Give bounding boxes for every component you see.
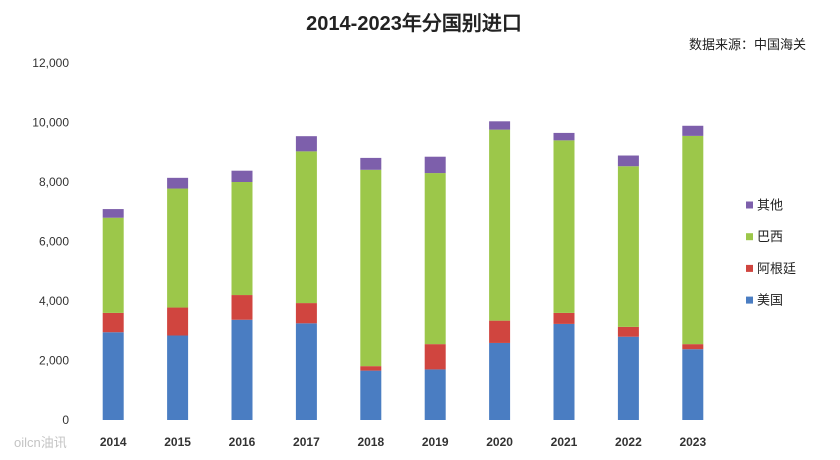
bar-segment [295,323,317,420]
bar-segment [360,169,382,367]
legend-item: 美国 [746,293,783,308]
bar-segment [360,370,382,420]
y-tick-label: 10,000 [32,116,69,130]
y-tick-label: 0 [62,413,69,427]
x-tick-label: 2019 [422,435,449,449]
watermark: oilcn油讯 [14,435,67,450]
bar-segment [682,344,704,350]
bar-stack [489,121,511,420]
bar-segment [167,335,189,420]
x-tick-label: 2017 [293,435,320,449]
bar-segment [489,121,511,130]
bar-stack [102,209,124,420]
bar-stack [231,170,253,420]
legend-item: 其他 [746,198,783,213]
bar-stack [617,155,639,420]
bar-segment [360,157,382,170]
y-tick-label: 2,000 [39,354,69,368]
y-tick-label: 6,000 [39,235,69,249]
bar-segment [489,129,511,321]
bar-segment [682,125,704,136]
bar-segment [489,342,511,420]
bar-segment [167,188,189,308]
bar-stack [553,132,575,420]
legend-swatch [746,201,753,209]
bar-segment [295,151,317,304]
bar-segment [360,366,382,371]
x-tick-label: 2021 [551,435,578,449]
bar-segment [424,173,446,345]
legend-label: 阿根廷 [757,261,796,276]
x-tick-label: 2022 [615,435,642,449]
y-tick-label: 8,000 [39,175,69,189]
legend-label: 其他 [757,198,783,213]
y-axis: 0 2,000 4,000 6,000 8,000 10,000 12,000 [32,56,69,427]
legend-swatch [746,296,753,304]
bar-stack [360,157,382,420]
bar-segment [295,303,317,324]
bar-segment [617,166,639,327]
bar-segment [617,336,639,420]
bar-segment [553,323,575,420]
legend-swatch [746,233,753,241]
legend-label: 美国 [757,293,783,308]
bar-stack [167,177,189,420]
bar-segment [424,156,446,174]
legend-label: 巴西 [757,229,783,244]
bar-segment [489,320,511,343]
x-tick-label: 2016 [229,435,256,449]
y-tick-label: 4,000 [39,294,69,308]
bar-segment [682,349,704,420]
bar-segment [231,182,253,296]
bar-segment [295,136,317,152]
bar-segment [231,170,253,182]
bar-segment [102,312,124,333]
legend-swatch [746,264,753,272]
bar-segment [682,135,704,345]
x-tick-label: 2015 [164,435,191,449]
bar-segment [424,344,446,370]
bar-stack [424,156,446,420]
bar-segment [167,177,189,189]
legend-item: 阿根廷 [746,261,796,276]
bar-segment [102,209,124,218]
bar-segment [231,295,253,320]
data-source-note: 数据来源：中国海关 [689,38,806,53]
bar-segment [553,312,575,324]
chart-title: 2014-2023年分国别进口 [306,11,522,35]
y-tick-label: 12,000 [32,56,69,70]
x-tick-label: 2018 [357,435,384,449]
bar-segment [617,155,639,167]
bar-segment [167,307,189,336]
bar-segment [553,140,575,313]
bar-segment [231,319,253,420]
bar-stack [682,125,704,420]
bar-segment [102,332,124,420]
x-tick-label: 2014 [100,435,127,449]
bar-stack [295,136,317,420]
bar-segment [424,369,446,420]
legend-item: 巴西 [746,229,783,244]
x-tick-label: 2023 [679,435,706,449]
x-axis: 2014 2015 2016 2017 2018 2019 2020 2021 2022 2023 [100,435,707,449]
x-tick-label: 2020 [486,435,513,449]
bar-segment [102,217,124,313]
bar-segment [617,326,639,337]
bar-segment [553,132,575,141]
bars [102,121,704,420]
